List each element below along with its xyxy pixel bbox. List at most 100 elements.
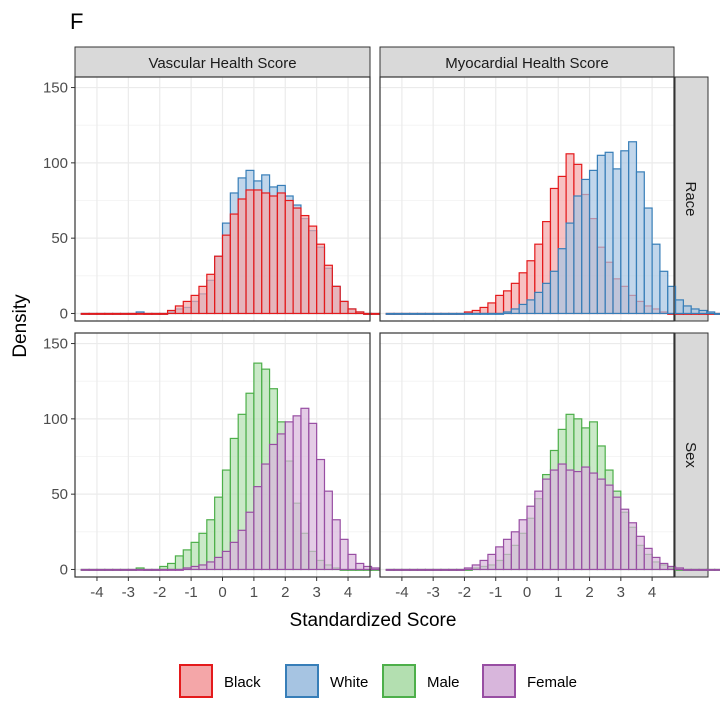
histogram-bar xyxy=(690,308,700,315)
histogram-bar xyxy=(479,559,489,571)
histogram-bar xyxy=(471,312,481,315)
x-tick-label: 4 xyxy=(344,584,352,601)
strip-vascular xyxy=(74,46,371,78)
histogram-bar xyxy=(534,490,544,571)
x-tick-label: 4 xyxy=(648,584,656,601)
histogram-bar xyxy=(588,169,598,315)
histogram-bar xyxy=(261,463,271,571)
x-tick-label: 3 xyxy=(312,584,320,601)
histogram-bar xyxy=(682,305,692,315)
histogram-bar xyxy=(284,199,294,315)
histogram-bar xyxy=(135,312,145,315)
histogram-bar xyxy=(190,565,200,571)
histogram-bar xyxy=(487,302,497,315)
histogram-bar xyxy=(534,291,544,315)
series-female xyxy=(385,463,720,571)
histogram-bar xyxy=(612,168,622,315)
strip-label-race: Race xyxy=(682,181,699,216)
legend: Black White Male Female xyxy=(179,664,577,698)
series-female xyxy=(80,407,475,571)
histogram-bar xyxy=(214,255,224,315)
histogram-bar xyxy=(385,568,395,571)
legend-label: Female xyxy=(527,674,577,691)
histogram-bar xyxy=(487,312,497,315)
legend-swatch xyxy=(382,664,416,698)
histogram-bar xyxy=(557,248,567,315)
histogram-bar xyxy=(112,568,122,571)
histogram-bar xyxy=(456,312,466,315)
histogram-bar xyxy=(339,538,349,571)
histogram-bar xyxy=(424,312,434,315)
histogram-bar xyxy=(292,207,302,315)
histogram-bar xyxy=(206,273,216,315)
histogram-bar xyxy=(331,285,341,315)
histogram-bar xyxy=(268,443,279,571)
histogram-bar xyxy=(714,312,720,315)
histogram-bar xyxy=(393,312,403,315)
x-tick-label: 0 xyxy=(218,584,226,601)
histogram-bar xyxy=(690,568,700,571)
histogram-bar xyxy=(565,469,575,571)
histogram-bar xyxy=(88,312,98,315)
strip-race xyxy=(674,76,709,322)
histogram-bar xyxy=(565,222,575,315)
histogram-bar xyxy=(182,300,192,315)
histogram-bar xyxy=(151,312,161,315)
histogram-bar xyxy=(542,478,552,571)
histogram-bar xyxy=(502,290,512,315)
x-tick-label: -4 xyxy=(90,584,103,601)
histogram-bar xyxy=(308,422,318,571)
y-tick-label: 50 xyxy=(51,486,68,503)
histogram-bar xyxy=(573,195,583,315)
histogram-bar xyxy=(198,285,208,315)
x-tick-label: -2 xyxy=(458,584,471,601)
histogram-bar xyxy=(604,484,614,571)
series-white xyxy=(385,141,720,315)
strip-label-sex: Sex xyxy=(682,442,699,468)
histogram-bar xyxy=(245,511,255,571)
histogram-bar xyxy=(119,312,129,315)
x-tick-label: -3 xyxy=(122,584,135,601)
histogram-bar xyxy=(159,312,169,315)
histogram-bar xyxy=(245,189,255,315)
histogram-bar xyxy=(96,568,106,571)
histogram-bar xyxy=(276,192,286,315)
y-axis-title: Density xyxy=(10,294,31,358)
histogram-bar xyxy=(518,303,528,315)
x-tick-label: -3 xyxy=(426,584,439,601)
histogram-bar xyxy=(393,568,403,571)
panel-border xyxy=(379,76,675,322)
histogram-bar xyxy=(198,564,208,571)
histogram-bar xyxy=(659,562,669,571)
histogram-bar xyxy=(198,532,208,571)
histogram-bar xyxy=(714,568,720,571)
legend-item-white: White xyxy=(285,664,368,698)
strip-label-myocardial: Myocardial Health Score xyxy=(445,55,608,72)
histogram-bar xyxy=(80,568,90,571)
panel-race-myocardial xyxy=(379,76,720,322)
histogram-bar xyxy=(674,299,684,315)
histogram-bar xyxy=(682,568,692,571)
x-tick-label: 3 xyxy=(617,584,625,601)
histogram-bar xyxy=(479,312,489,315)
histogram-bar xyxy=(166,309,177,315)
histogram-bar xyxy=(604,151,614,315)
histogram-bar xyxy=(80,312,90,315)
histogram-bar xyxy=(370,567,381,571)
histogram-bar xyxy=(182,549,192,571)
y-tick-label: 150 xyxy=(43,336,68,353)
histogram-bar xyxy=(510,531,520,571)
x-tick-label: 2 xyxy=(281,584,289,601)
panel-tag: F xyxy=(70,9,83,34)
histogram-bar xyxy=(416,568,426,571)
histogram-bar xyxy=(526,505,536,571)
panel-race-vascular: 0 50 100 150 xyxy=(43,76,459,322)
histogram-bar xyxy=(96,312,106,315)
x-tick-label: -2 xyxy=(153,584,166,601)
histogram-bar xyxy=(495,294,505,315)
histogram-bar xyxy=(479,306,489,315)
histogram-bar xyxy=(588,472,598,571)
histogram-bar xyxy=(166,562,177,571)
legend-swatch xyxy=(179,664,213,698)
histogram-bar xyxy=(300,407,310,571)
